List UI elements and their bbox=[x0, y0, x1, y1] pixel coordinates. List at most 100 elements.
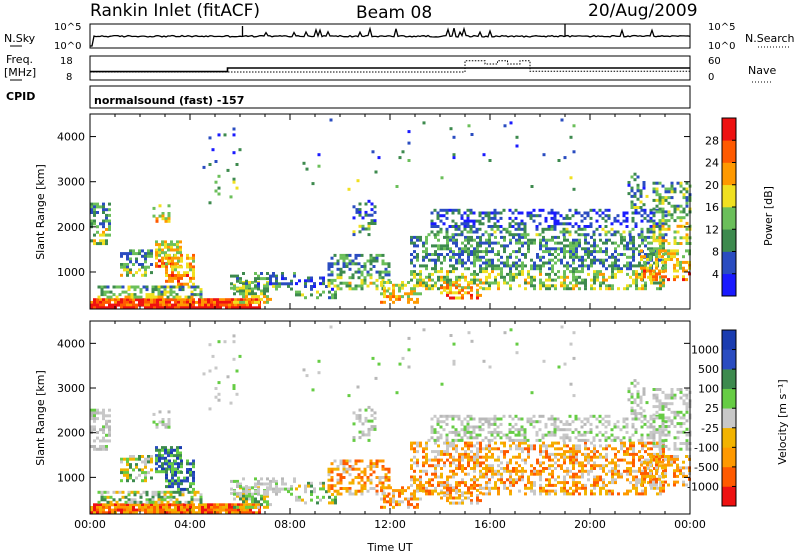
velocity-cell bbox=[257, 479, 260, 483]
velocity-cell bbox=[425, 441, 428, 445]
power-cell bbox=[392, 289, 395, 293]
power-ylabel: Slant Range [km] bbox=[34, 164, 47, 260]
velocity-cell bbox=[458, 494, 461, 497]
power-cell bbox=[508, 216, 512, 220]
velocity-cell bbox=[392, 497, 395, 501]
power-cell bbox=[163, 290, 167, 294]
velocity-cell bbox=[652, 425, 656, 429]
velocity-cell bbox=[673, 416, 677, 420]
power-cell bbox=[431, 244, 434, 248]
power-cell bbox=[542, 238, 545, 242]
power-cell bbox=[464, 250, 467, 254]
velocity-cell bbox=[464, 441, 467, 445]
velocity-cell bbox=[319, 498, 322, 502]
power-cell bbox=[392, 283, 395, 287]
velocity-cell bbox=[446, 486, 449, 490]
velocity-cell bbox=[158, 448, 161, 452]
velocity-cell bbox=[345, 459, 349, 463]
power-cell bbox=[551, 284, 554, 288]
velocity-cell bbox=[236, 479, 239, 483]
velocity-cell bbox=[410, 464, 413, 468]
power-cell bbox=[589, 222, 593, 226]
power-cell bbox=[252, 306, 255, 310]
power-cell bbox=[632, 281, 635, 285]
power-cell bbox=[360, 281, 364, 285]
power-cell bbox=[233, 300, 236, 304]
velocity-cell bbox=[176, 467, 179, 471]
velocity-cell bbox=[527, 475, 530, 479]
power-cell bbox=[662, 258, 665, 262]
velocity-cell bbox=[428, 458, 431, 462]
power-cell bbox=[679, 266, 682, 270]
power-cell bbox=[548, 250, 551, 254]
velocity-cell bbox=[578, 461, 581, 465]
power-cell bbox=[151, 285, 155, 289]
velocity-cell bbox=[363, 484, 367, 488]
power-cell bbox=[464, 291, 467, 295]
power-cell bbox=[422, 258, 425, 262]
power-cell bbox=[616, 219, 620, 223]
power-cell bbox=[466, 214, 470, 218]
power-cell bbox=[275, 274, 278, 278]
velocity-cell bbox=[378, 481, 382, 485]
velocity-cell bbox=[436, 438, 440, 442]
velocity-cell bbox=[375, 462, 379, 466]
velocity-cell bbox=[257, 500, 260, 504]
power-cell bbox=[533, 241, 536, 245]
velocity-cell bbox=[413, 497, 416, 501]
power-cell bbox=[164, 245, 167, 249]
velocity-cell bbox=[174, 468, 177, 471]
power-cell bbox=[494, 267, 497, 271]
velocity-cell bbox=[485, 452, 488, 456]
power-cell bbox=[180, 282, 183, 286]
velocity-cell bbox=[165, 459, 168, 463]
power-cell bbox=[664, 249, 667, 253]
velocity-cell bbox=[161, 464, 164, 468]
velocity-cell bbox=[476, 458, 479, 462]
power-cell bbox=[419, 235, 422, 239]
velocity-cell bbox=[655, 477, 658, 481]
power-cell bbox=[461, 261, 464, 265]
velocity-cell bbox=[278, 490, 281, 494]
velocity-cell bbox=[632, 452, 635, 456]
velocity-cell bbox=[272, 479, 275, 483]
power-cell bbox=[452, 253, 455, 256]
power-cell bbox=[643, 216, 647, 220]
power-cell bbox=[608, 255, 611, 259]
velocity-cell bbox=[416, 444, 419, 448]
velocity-cell bbox=[455, 496, 458, 500]
velocity-cell bbox=[485, 483, 488, 487]
velocity-cell bbox=[638, 458, 641, 462]
power-cell bbox=[171, 306, 174, 310]
velocity-cell bbox=[664, 420, 668, 424]
velocity-cell bbox=[176, 454, 179, 458]
power-cell bbox=[167, 217, 171, 221]
power-cell bbox=[446, 278, 449, 282]
power-cell bbox=[500, 272, 503, 276]
velocity-cell bbox=[248, 497, 251, 501]
velocity-cell bbox=[566, 489, 569, 493]
velocity-cell bbox=[493, 422, 497, 426]
power-cell bbox=[141, 263, 144, 266]
power-cell bbox=[102, 239, 105, 243]
velocity-cell bbox=[431, 450, 434, 454]
velocity-cell bbox=[165, 462, 168, 466]
power-cell bbox=[419, 238, 422, 242]
power-cell bbox=[162, 300, 165, 304]
velocity-cell bbox=[497, 455, 500, 459]
velocity-cell bbox=[575, 475, 578, 479]
power-cell bbox=[658, 207, 662, 211]
power-cell bbox=[319, 293, 322, 297]
power-cell bbox=[207, 298, 210, 302]
velocity-cell bbox=[533, 472, 536, 476]
power-cell bbox=[613, 219, 617, 223]
velocity-cell bbox=[659, 452, 662, 456]
velocity-cell bbox=[160, 498, 164, 502]
power-cell bbox=[631, 227, 635, 231]
velocity-cell bbox=[524, 486, 527, 490]
power-cell bbox=[231, 306, 234, 310]
power-cell bbox=[529, 214, 533, 218]
power-cell bbox=[518, 264, 521, 268]
velocity-cell bbox=[419, 444, 422, 448]
velocity-cell bbox=[93, 503, 96, 507]
